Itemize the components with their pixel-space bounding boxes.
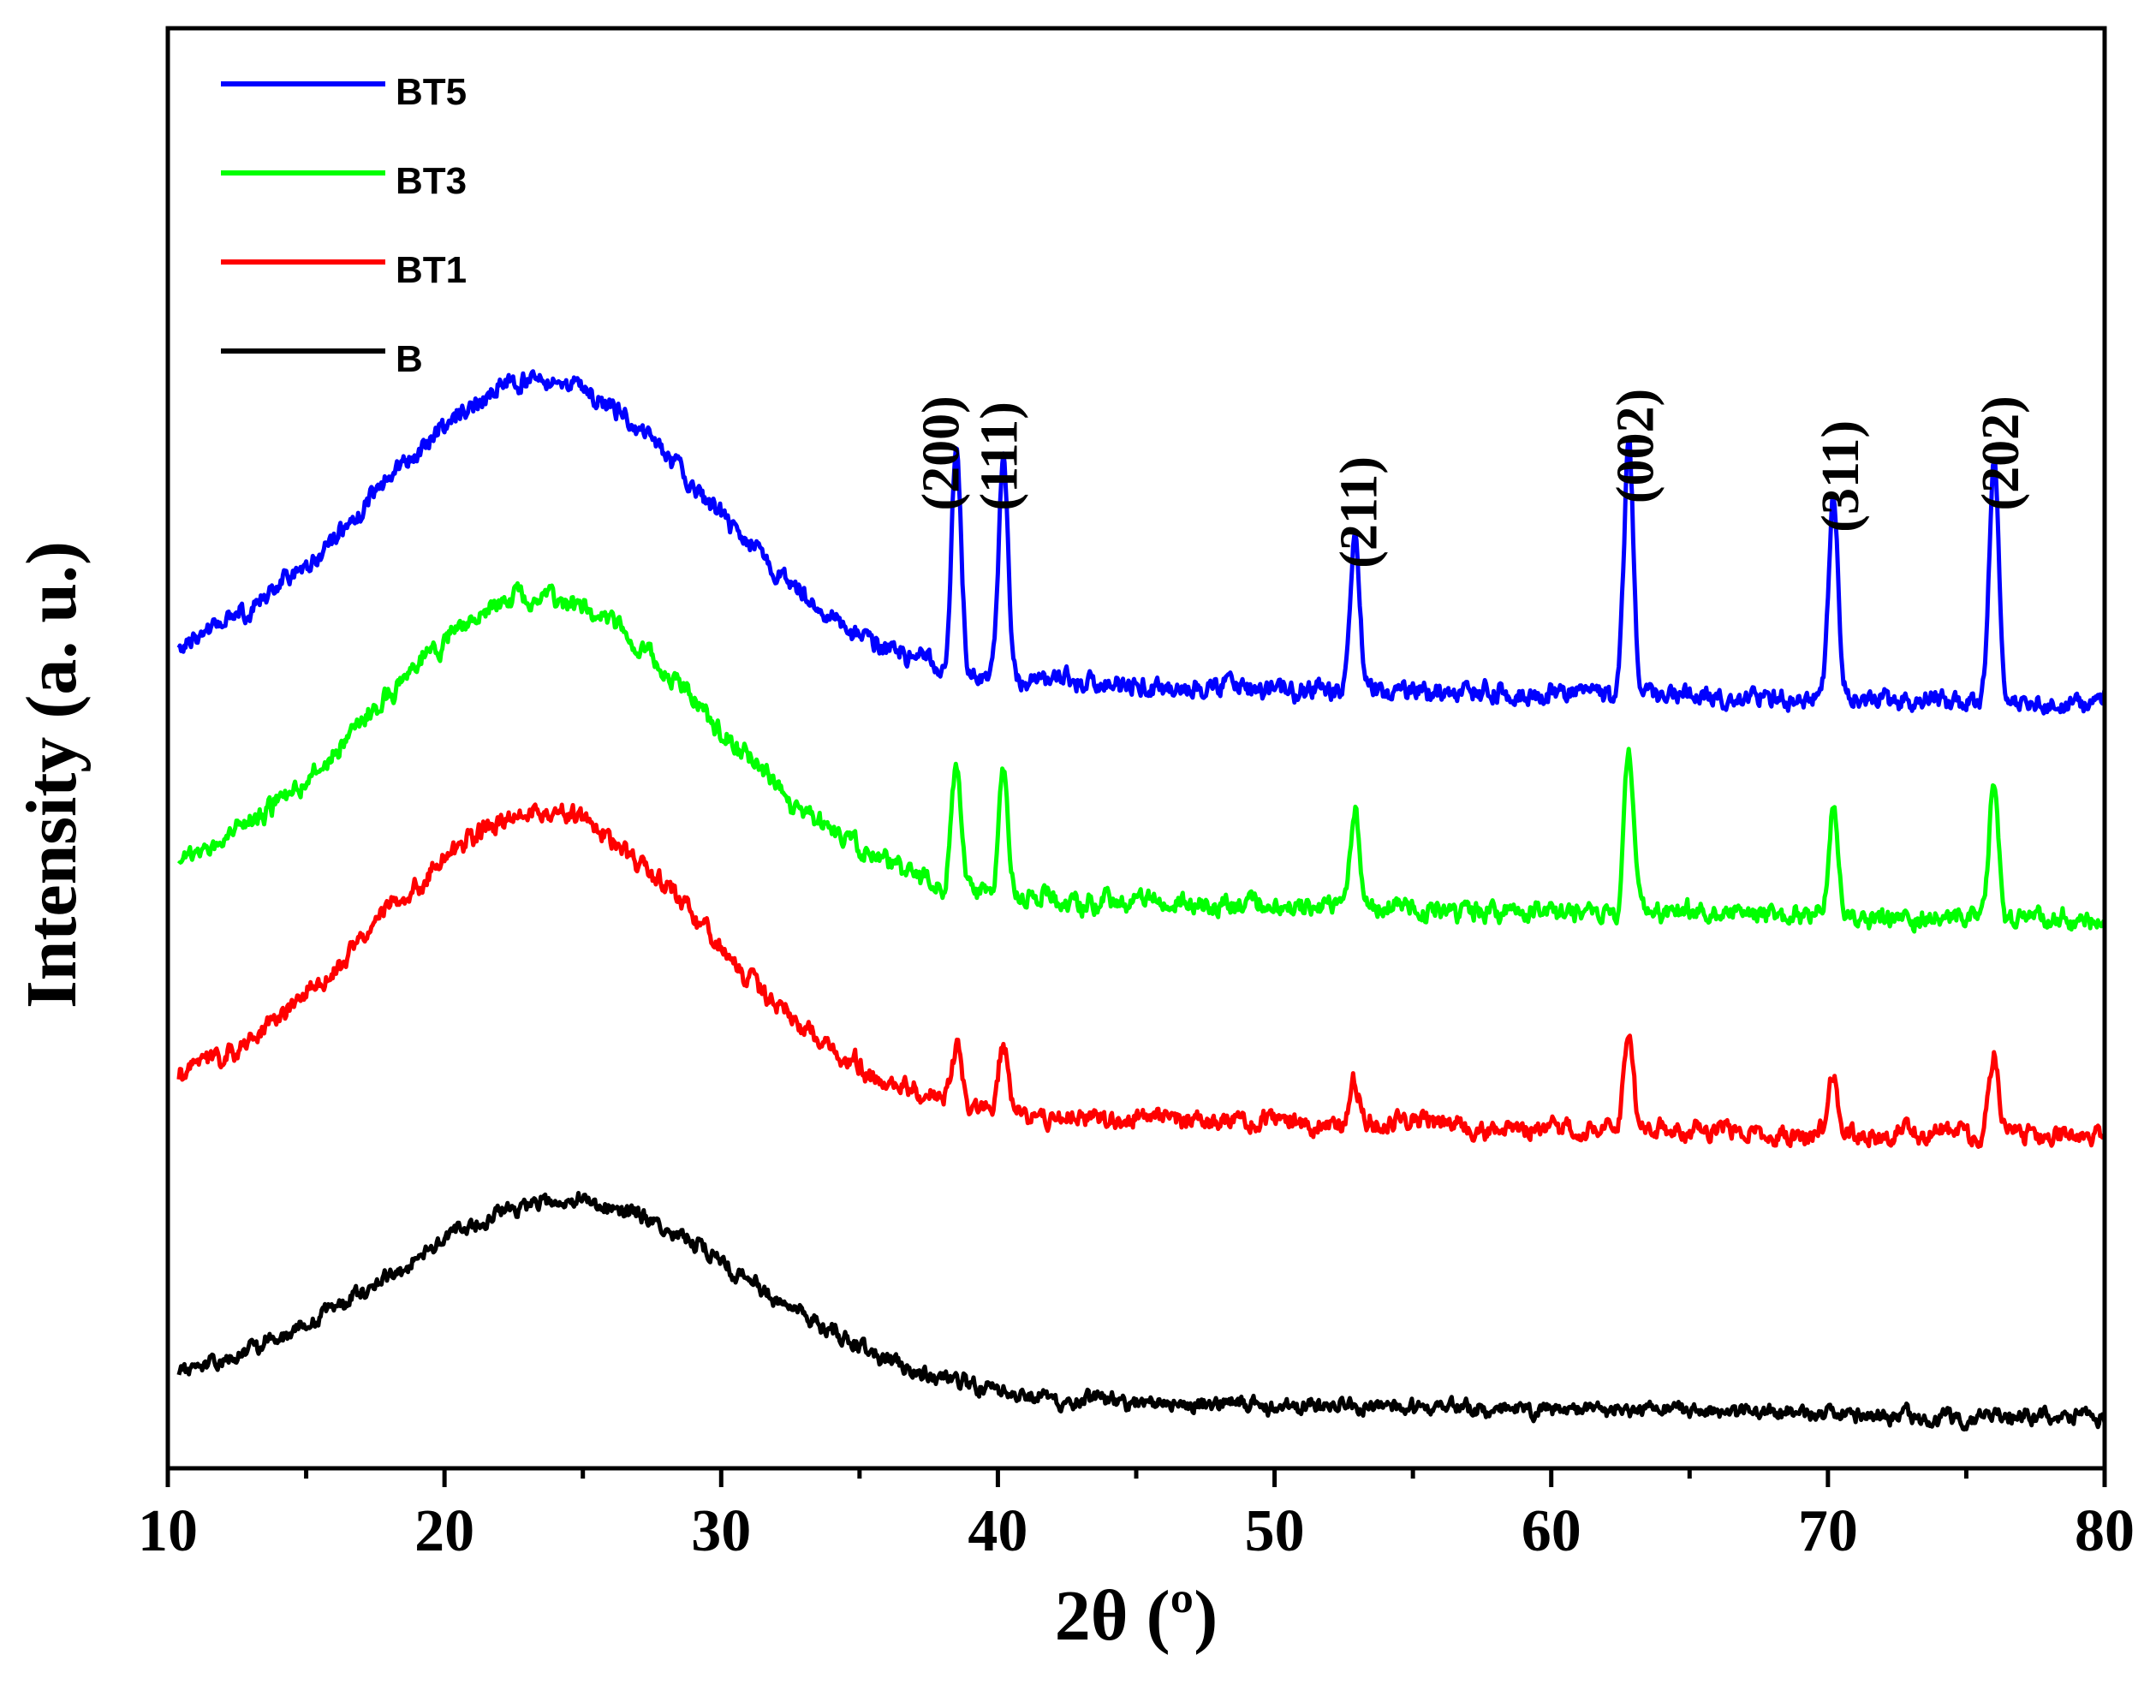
- peak-label: (311): [1812, 420, 1870, 533]
- peak-annotations: (200) (111) (211) (002) (311) (202): [913, 389, 2031, 568]
- peak-label: (200): [913, 396, 971, 510]
- x-tick-label: 30: [691, 1498, 751, 1564]
- series-line-b: [176, 1191, 2107, 1431]
- x-tick-label: 50: [1245, 1498, 1305, 1564]
- series-line-bt5: [176, 369, 2107, 716]
- x-tick-label: 20: [414, 1498, 474, 1564]
- peak-label: (202): [1972, 396, 2030, 510]
- series-line-bt3: [176, 580, 2106, 934]
- legend-label-bt3: BT3: [396, 160, 467, 202]
- legend-label-bt1: BT1: [396, 249, 467, 291]
- x-tick-label: 40: [968, 1498, 1027, 1564]
- peak-label: (111): [970, 402, 1028, 510]
- peak-label: (002): [1607, 389, 1665, 503]
- legend-label-bt5: BT5: [396, 71, 467, 113]
- x-tick-label: 60: [1522, 1498, 1581, 1564]
- y-axis-label: Intensity (a. u.): [12, 541, 92, 1009]
- x-axis-ticks: 10 20 30 40 50 60 70 80: [138, 1468, 2135, 1564]
- x-axis-label: 2θ (º): [1055, 1576, 1218, 1656]
- legend-label-b: B: [396, 338, 423, 380]
- legend: BT5 BT3 BT1 B: [221, 71, 467, 380]
- x-tick-label: 10: [138, 1498, 198, 1564]
- x-tick-label: 80: [2075, 1498, 2135, 1564]
- peak-label: (211): [1331, 456, 1389, 568]
- series-line-bt1: [176, 802, 2107, 1149]
- series-layer: [176, 369, 2107, 1431]
- x-tick-label: 70: [1798, 1498, 1858, 1564]
